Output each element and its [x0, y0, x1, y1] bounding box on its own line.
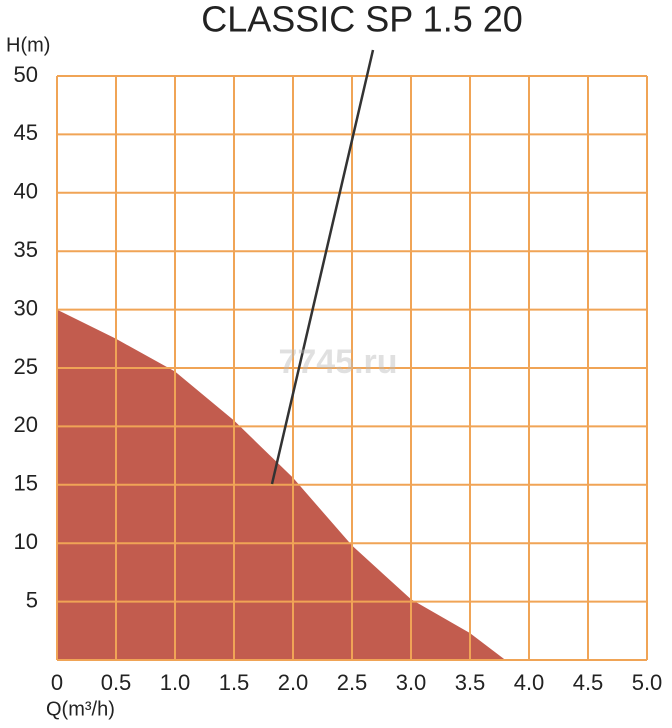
y-tick-label: 25: [14, 354, 38, 379]
x-tick-label: 3.5: [455, 670, 486, 695]
y-tick-label: 35: [14, 237, 38, 262]
y-tick-label: 30: [14, 295, 38, 320]
y-tick-label: 50: [14, 62, 38, 87]
chart-title: CLASSIC SP 1.5 20: [201, 0, 523, 40]
x-tick-label: 1.5: [219, 670, 250, 695]
watermark: 7745.ru: [278, 343, 397, 381]
y-tick-label: 40: [14, 179, 38, 204]
x-tick-label: 4.0: [514, 670, 545, 695]
x-tick-label: 0.5: [101, 670, 132, 695]
y-tick-label: 15: [14, 471, 38, 496]
y-tick-label: 45: [14, 120, 38, 145]
y-tick-label: 10: [14, 529, 38, 554]
y-axis-label: H(m): [6, 34, 50, 56]
x-axis-label: Q(m³/h): [46, 698, 115, 720]
x-tick-label: 0: [51, 670, 63, 695]
x-tick-label: 3.0: [396, 670, 427, 695]
y-tick-label: 20: [14, 412, 38, 437]
x-tick-label: 2.0: [278, 670, 309, 695]
pointer-line: [270, 49, 375, 485]
y-tick-label: 5: [26, 587, 38, 612]
x-tick-label: 5.0: [632, 670, 663, 695]
x-tick-label: 4.5: [573, 670, 604, 695]
x-tick-label: 1.0: [160, 670, 191, 695]
x-tick-label: 2.5: [337, 670, 368, 695]
